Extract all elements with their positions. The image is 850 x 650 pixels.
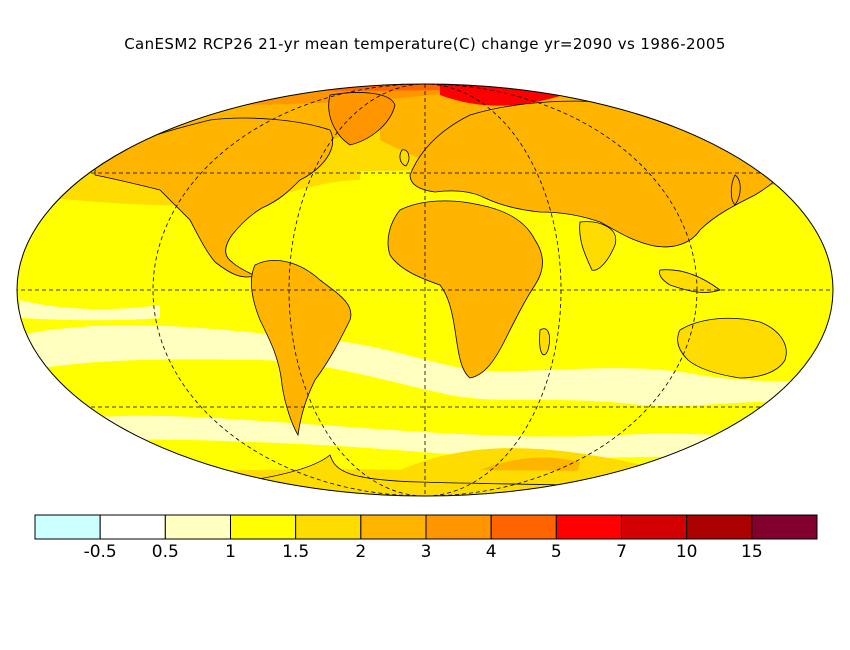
colorbar-swatch: [230, 514, 297, 540]
british-isles: [399, 149, 410, 167]
colorbar-label: 1.5: [282, 542, 310, 562]
colorbar-swatch: [295, 514, 362, 540]
madagascar: [539, 328, 550, 356]
colorbar-swatch: [425, 514, 492, 540]
colorbar-label: 15: [741, 542, 763, 562]
colorbar-label: 4: [485, 542, 497, 562]
colorbar-swatch: [621, 514, 688, 540]
colorbar-swatch: [164, 514, 231, 540]
colorbar-label: 7: [616, 542, 627, 562]
colorbar-label: 0.5: [151, 542, 179, 562]
colorbar-label: -0.5: [83, 542, 117, 562]
colorbar-swatch: [99, 514, 166, 540]
india: [579, 221, 617, 271]
colorbar-label: 2: [355, 542, 367, 562]
southeast-asia-islands: [659, 269, 721, 293]
globe-outline: [16, 83, 834, 497]
colorbar-label: 5: [550, 542, 562, 562]
africa: [387, 200, 543, 379]
colorbar-swatch: [686, 514, 753, 540]
colorbar-swatch: [360, 514, 427, 540]
south-america: [250, 260, 352, 437]
colorbar-label: 1: [225, 542, 236, 562]
colorbar-swatch: [34, 514, 101, 540]
colorbar-swatch: [555, 514, 622, 540]
map-title: CanESM2 RCP26 21-yr mean temperature(C) …: [124, 35, 726, 53]
eurasia: [409, 100, 793, 248]
australia: [677, 317, 787, 379]
graticule: [17, 84, 833, 496]
colorbar-swatch: [751, 514, 818, 540]
north-america: [94, 117, 333, 278]
colorbar-label: 3: [420, 542, 432, 562]
colorbar-swatch: [490, 514, 557, 540]
colorbar-label: 10: [675, 542, 698, 562]
japan: [730, 174, 741, 206]
greenland: [328, 92, 396, 146]
